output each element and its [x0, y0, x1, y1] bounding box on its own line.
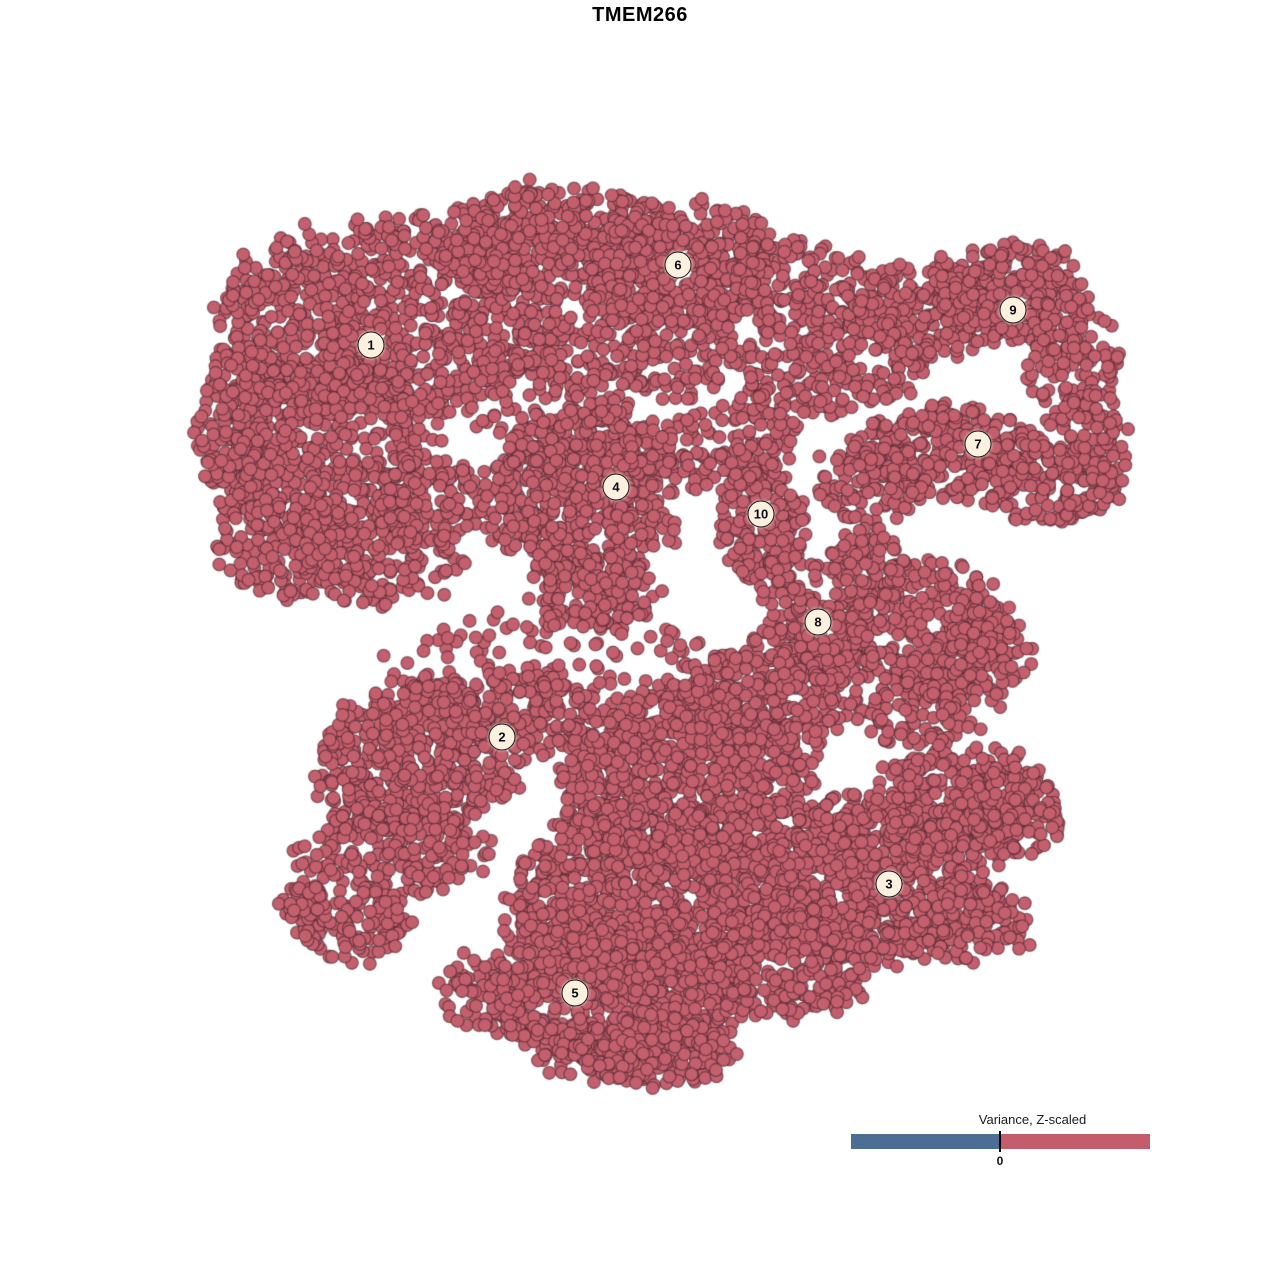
colorbar	[851, 1134, 1150, 1149]
colorbar-zero-label: 0	[996, 1154, 1004, 1168]
colorbar-legend: Variance, Z-scaled 0	[851, 1110, 1150, 1170]
cluster-label-4[interactable]: 4	[602, 473, 630, 501]
cluster-label-6[interactable]: 6	[664, 251, 692, 279]
cluster-label-2[interactable]: 2	[488, 723, 516, 751]
cluster-label-8[interactable]: 8	[804, 608, 832, 636]
cluster-label-5[interactable]: 5	[561, 979, 589, 1007]
colorbar-negative-segment	[851, 1134, 1000, 1149]
cluster-label-3[interactable]: 3	[875, 870, 903, 898]
cluster-label-1[interactable]: 1	[357, 331, 385, 359]
cluster-label-7[interactable]: 7	[964, 430, 992, 458]
cluster-label-10[interactable]: 10	[747, 500, 775, 528]
colorbar-positive-segment	[1000, 1134, 1150, 1149]
cluster-label-9[interactable]: 9	[999, 296, 1027, 324]
colorbar-zero-tick	[999, 1131, 1001, 1152]
legend-title: Variance, Z-scaled	[978, 1112, 1087, 1127]
